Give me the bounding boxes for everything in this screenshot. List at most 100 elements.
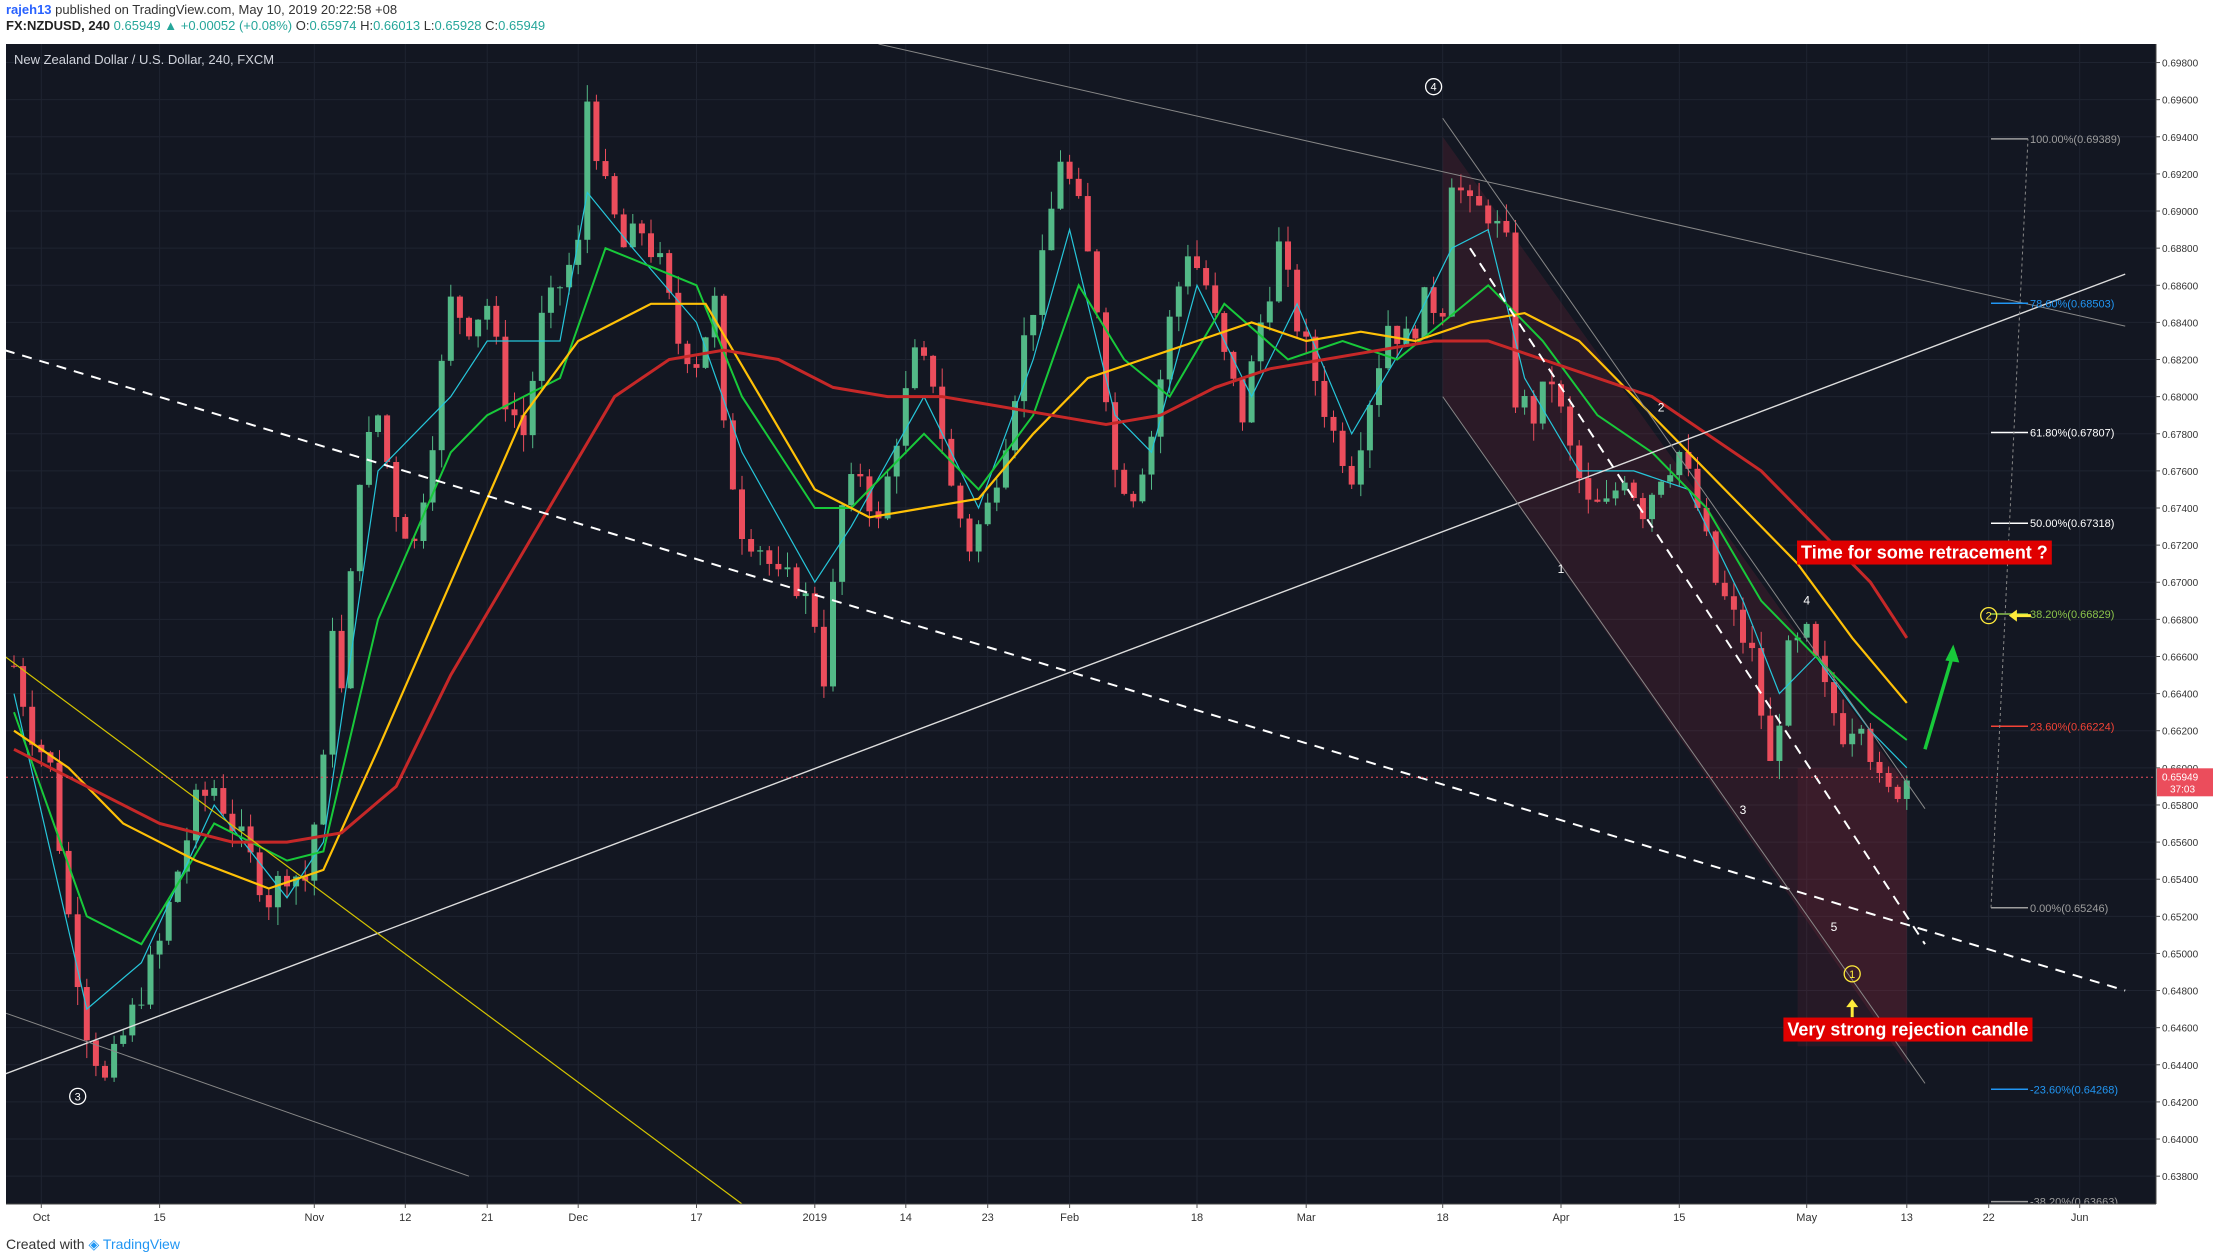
candle-body[interactable] bbox=[1703, 507, 1710, 532]
candle-body[interactable] bbox=[1457, 187, 1464, 191]
candle-body[interactable] bbox=[1348, 465, 1355, 485]
candle-body[interactable] bbox=[1840, 713, 1847, 745]
candle-body[interactable] bbox=[966, 518, 973, 552]
price-chart[interactable]: 100.00%(0.69389) 78.60%(0.68503) 61.80%(0.… bbox=[4, 43, 2215, 1234]
tradingview-logo-icon[interactable]: ◈ bbox=[88, 1236, 100, 1252]
candle-body[interactable] bbox=[1485, 205, 1492, 224]
candle-body[interactable] bbox=[1075, 178, 1082, 197]
candle-body[interactable] bbox=[329, 630, 336, 755]
candle-body[interactable] bbox=[1421, 287, 1428, 339]
candle-body[interactable] bbox=[229, 813, 236, 832]
candle-body[interactable] bbox=[20, 666, 27, 707]
candle-body[interactable] bbox=[802, 593, 809, 597]
candle-body[interactable] bbox=[302, 876, 309, 881]
candle-body[interactable] bbox=[411, 538, 418, 541]
candle-body[interactable] bbox=[1576, 445, 1583, 479]
candle-body[interactable] bbox=[1430, 287, 1437, 313]
candle-body[interactable] bbox=[1212, 285, 1219, 314]
candle-body[interactable] bbox=[611, 176, 618, 215]
chart-area[interactable]: 100.00%(0.69389) 78.60%(0.68503) 61.80%(0.… bbox=[4, 43, 2215, 1234]
candle-body[interactable] bbox=[1885, 772, 1892, 787]
candle-body[interactable] bbox=[365, 431, 372, 485]
candle-body[interactable] bbox=[1667, 475, 1674, 482]
candle-body[interactable] bbox=[1139, 474, 1146, 502]
time-axis-bg[interactable] bbox=[6, 1204, 2156, 1234]
candle-body[interactable] bbox=[1521, 395, 1528, 408]
candle-body[interactable] bbox=[1630, 482, 1637, 499]
candle-body[interactable] bbox=[1639, 498, 1646, 520]
candle-body[interactable] bbox=[902, 388, 909, 446]
candle-body[interactable] bbox=[1621, 482, 1628, 491]
candle-body[interactable] bbox=[593, 101, 600, 162]
candle-body[interactable] bbox=[356, 484, 363, 572]
candle-body[interactable] bbox=[1530, 395, 1537, 424]
candle-body[interactable] bbox=[1294, 269, 1301, 332]
grey-upper-trendline[interactable] bbox=[878, 43, 2126, 327]
author-name[interactable]: rajeh13 bbox=[6, 2, 52, 17]
candle-body[interactable] bbox=[1812, 623, 1819, 656]
candle-body[interactable] bbox=[1048, 208, 1055, 251]
candle-body[interactable] bbox=[129, 1004, 136, 1036]
candle-body[interactable] bbox=[1021, 335, 1028, 402]
candle-body[interactable] bbox=[1112, 402, 1119, 470]
candle-body[interactable] bbox=[1539, 381, 1546, 424]
current-price-tag[interactable] bbox=[2157, 768, 2213, 797]
candle-body[interactable] bbox=[1876, 761, 1883, 773]
candle-body[interactable] bbox=[884, 476, 891, 519]
candle-body[interactable] bbox=[1203, 268, 1210, 286]
candle-body[interactable] bbox=[502, 336, 509, 410]
candle-body[interactable] bbox=[256, 852, 263, 896]
candle-body[interactable] bbox=[1649, 494, 1655, 520]
candle-body[interactable] bbox=[1548, 381, 1555, 385]
candle-body[interactable] bbox=[1121, 469, 1128, 494]
candle-body[interactable] bbox=[74, 914, 81, 988]
candle-body[interactable] bbox=[83, 987, 90, 1041]
candle-body[interactable] bbox=[1303, 331, 1310, 337]
candle-body[interactable] bbox=[720, 295, 727, 421]
candle-body[interactable] bbox=[911, 347, 918, 389]
candle-body[interactable] bbox=[1039, 250, 1046, 315]
candle-body[interactable] bbox=[402, 517, 409, 539]
candle-body[interactable] bbox=[748, 539, 755, 552]
candle-body[interactable] bbox=[102, 1065, 108, 1078]
candle-body[interactable] bbox=[1758, 648, 1765, 716]
candle-body[interactable] bbox=[1030, 314, 1037, 336]
candle-body[interactable] bbox=[1230, 351, 1237, 379]
grey-lower-trendline[interactable] bbox=[4, 1012, 470, 1177]
candle-body[interactable] bbox=[975, 524, 982, 552]
candle-body[interactable] bbox=[1467, 190, 1473, 197]
candle-body[interactable] bbox=[1749, 642, 1756, 649]
candle-body[interactable] bbox=[1694, 468, 1701, 508]
candle-body[interactable] bbox=[1867, 728, 1874, 762]
candle-body[interactable] bbox=[1166, 316, 1173, 380]
candle-body[interactable] bbox=[156, 940, 163, 955]
candle-body[interactable] bbox=[575, 239, 582, 265]
candle-body[interactable] bbox=[620, 214, 627, 248]
candle-body[interactable] bbox=[1285, 241, 1291, 270]
candle-body[interactable] bbox=[784, 567, 791, 570]
candle-body[interactable] bbox=[384, 415, 391, 462]
candle-body[interactable] bbox=[420, 502, 427, 541]
candle-body[interactable] bbox=[1357, 450, 1364, 485]
candle-body[interactable] bbox=[839, 505, 846, 582]
candle-body[interactable] bbox=[202, 789, 209, 796]
candle-body[interactable] bbox=[1658, 481, 1665, 495]
candle-body[interactable] bbox=[1339, 430, 1346, 466]
candle-body[interactable] bbox=[811, 593, 818, 627]
candle-body[interactable] bbox=[1721, 582, 1728, 597]
candle-body[interactable] bbox=[65, 850, 72, 915]
candle-body[interactable] bbox=[11, 665, 17, 667]
yellow-trendline[interactable] bbox=[4, 655, 743, 1205]
candle-body[interactable] bbox=[1330, 416, 1337, 431]
candle-body[interactable] bbox=[684, 343, 691, 365]
candle-body[interactable] bbox=[1257, 322, 1264, 362]
candle-body[interactable] bbox=[1312, 336, 1319, 381]
candle-body[interactable] bbox=[1439, 312, 1446, 317]
candle-body[interactable] bbox=[338, 630, 345, 689]
candle-body[interactable] bbox=[1002, 450, 1009, 488]
candle-body[interactable] bbox=[1612, 490, 1619, 499]
candle-body[interactable] bbox=[1130, 493, 1137, 502]
candle-body[interactable] bbox=[1066, 161, 1073, 179]
drawings[interactable]: 100.00%(0.69389) 78.60%(0.68503) 61.80%(0.… bbox=[4, 43, 2156, 1209]
candle-body[interactable] bbox=[274, 875, 281, 908]
